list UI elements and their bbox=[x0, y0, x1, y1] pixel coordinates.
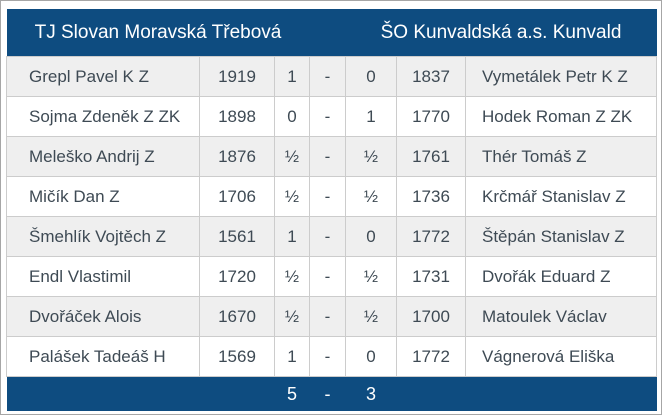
home-player-name: Meleško Andrij Z bbox=[6, 136, 200, 177]
score-separator: - bbox=[309, 136, 346, 177]
away-player-name: Dvořák Eduard Z bbox=[464, 256, 658, 297]
home-player-name: Šmehlík Vojtěch Z bbox=[6, 216, 200, 257]
away-player-name: Vymetálek Petr K Z bbox=[464, 56, 658, 97]
away-player-name: Vágnerová Eliška bbox=[464, 336, 658, 377]
score-separator: - bbox=[309, 176, 346, 217]
home-rating: 1706 bbox=[199, 176, 275, 217]
match-result-table: TJ Slovan Moravská Třebová ŠO Kunvaldská… bbox=[6, 9, 658, 411]
away-rating: 1772 bbox=[396, 336, 466, 377]
score-separator: - bbox=[309, 216, 346, 257]
table-row: Meleško Andrij Z 1876 ½ - ½ 1761 Thér To… bbox=[6, 136, 658, 177]
home-score: ½ bbox=[274, 256, 310, 297]
away-score: ½ bbox=[345, 296, 397, 337]
away-rating: 1772 bbox=[396, 216, 466, 257]
away-player-name: Krčmář Stanislav Z bbox=[464, 176, 658, 217]
home-player-name: Endl Vlastimil bbox=[6, 256, 200, 297]
table-row: Mičík Dan Z 1706 ½ - ½ 1736 Krčmář Stani… bbox=[6, 176, 658, 217]
home-score: ½ bbox=[274, 176, 310, 217]
home-player-name: Palášek Tadeáš H bbox=[6, 336, 200, 377]
home-rating: 1720 bbox=[199, 256, 275, 297]
home-score: 1 bbox=[274, 336, 310, 377]
away-rating: 1731 bbox=[396, 256, 466, 297]
home-player-name: Sojma Zdeněk Z ZK bbox=[6, 96, 200, 137]
away-team-name: ŠO Kunvaldská a.s. Kunvald bbox=[345, 9, 657, 57]
away-score: ½ bbox=[345, 176, 397, 217]
home-rating: 1898 bbox=[199, 96, 275, 137]
score-separator: - bbox=[309, 96, 346, 137]
home-player-name: Mičík Dan Z bbox=[6, 176, 200, 217]
away-score: 0 bbox=[345, 56, 397, 97]
home-score: 1 bbox=[274, 56, 310, 97]
score-separator: - bbox=[309, 336, 346, 377]
home-player-name: Dvořáček Alois bbox=[6, 296, 200, 337]
away-score: 1 bbox=[345, 96, 397, 137]
home-score: ½ bbox=[274, 136, 310, 177]
home-rating: 1670 bbox=[199, 296, 275, 337]
away-player-name: Matoulek Václav bbox=[464, 296, 658, 337]
away-rating: 1700 bbox=[396, 296, 466, 337]
home-score: 1 bbox=[274, 216, 310, 257]
home-team-name: TJ Slovan Moravská Třebová bbox=[6, 9, 310, 57]
home-rating: 1561 bbox=[199, 216, 275, 257]
away-rating: 1761 bbox=[396, 136, 466, 177]
away-player-name: Thér Tomáš Z bbox=[464, 136, 658, 177]
footer-spacer-right bbox=[396, 376, 657, 411]
footer-spacer-left bbox=[6, 376, 275, 411]
away-total-score: 3 bbox=[345, 376, 397, 411]
away-player-name: Štěpán Stanislav Z bbox=[464, 216, 658, 257]
home-rating: 1569 bbox=[199, 336, 275, 377]
score-separator: - bbox=[309, 56, 346, 97]
table-row: Sojma Zdeněk Z ZK 1898 0 - 1 1770 Hodek … bbox=[6, 96, 658, 137]
home-score: ½ bbox=[274, 296, 310, 337]
table-row: Palášek Tadeáš H 1569 1 - 0 1772 Vágnero… bbox=[6, 336, 658, 377]
table-row: Dvořáček Alois 1670 ½ - ½ 1700 Matoulek … bbox=[6, 296, 658, 337]
away-score: ½ bbox=[345, 256, 397, 297]
away-score: ½ bbox=[345, 136, 397, 177]
home-score: 0 bbox=[274, 96, 310, 137]
table-row: Šmehlík Vojtěch Z 1561 1 - 0 1772 Štěpán… bbox=[6, 216, 658, 257]
header-spacer bbox=[309, 9, 346, 57]
total-score-row: 5 - 3 bbox=[6, 376, 657, 411]
score-separator: - bbox=[309, 256, 346, 297]
table-row: Endl Vlastimil 1720 ½ - ½ 1731 Dvořák Ed… bbox=[6, 256, 658, 297]
away-rating: 1837 bbox=[396, 56, 466, 97]
away-player-name: Hodek Roman Z ZK bbox=[464, 96, 658, 137]
team-header-row: TJ Slovan Moravská Třebová ŠO Kunvaldská… bbox=[6, 9, 657, 57]
table-row: Grepl Pavel K Z 1919 1 - 0 1837 Vymetále… bbox=[6, 56, 658, 97]
away-score: 0 bbox=[345, 336, 397, 377]
home-rating: 1919 bbox=[199, 56, 275, 97]
away-rating: 1770 bbox=[396, 96, 466, 137]
away-score: 0 bbox=[345, 216, 397, 257]
home-player-name: Grepl Pavel K Z bbox=[6, 56, 200, 97]
away-rating: 1736 bbox=[396, 176, 466, 217]
home-total-score: 5 bbox=[274, 376, 310, 411]
total-score-separator: - bbox=[309, 376, 346, 411]
home-rating: 1876 bbox=[199, 136, 275, 177]
score-separator: - bbox=[309, 296, 346, 337]
